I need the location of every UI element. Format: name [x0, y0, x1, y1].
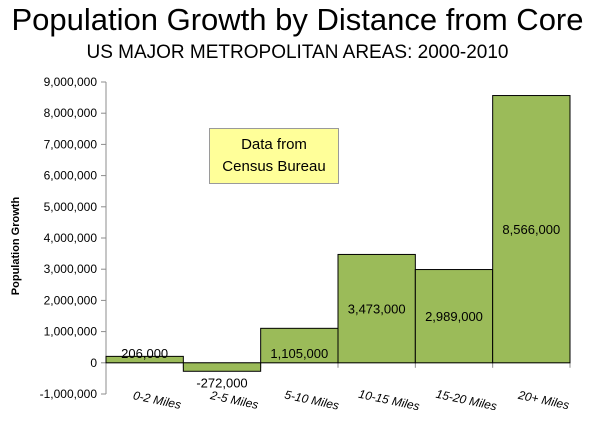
- y-tick-label: 5,000,000: [44, 200, 98, 214]
- annotation-line-1: Data from: [241, 136, 307, 153]
- data-label: 2,989,000: [425, 309, 483, 324]
- x-tick-label: 0-2 Miles: [132, 388, 183, 412]
- y-tick-label: 8,000,000: [44, 106, 98, 120]
- y-axis-label: Population Growth: [10, 196, 22, 296]
- y-tick-label: 4,000,000: [44, 231, 98, 245]
- chart-subtitle: US MAJOR METROPOLITAN AREAS: 2000-2010: [86, 42, 509, 63]
- bar-0: [105, 355, 184, 364]
- x-tick-label: 2-5 Miles: [208, 388, 260, 412]
- x-tick-label: 5-10 Miles: [283, 387, 340, 412]
- y-tick-label: 0: [90, 356, 97, 370]
- annotation-line-2: Census Bureau: [222, 158, 326, 175]
- bar-4: [414, 269, 494, 364]
- y-tick-label: 7,000,000: [44, 137, 98, 151]
- bars: [105, 95, 571, 372]
- bar-3: [337, 253, 416, 364]
- y-tick-label: 2,000,000: [44, 293, 98, 307]
- y-tick-label: 9,000,000: [44, 75, 98, 89]
- y-tick-label: 1,000,000: [44, 325, 98, 339]
- x-tick-label: 10-15 Miles: [357, 387, 421, 414]
- x-tick-label: 20+ Miles: [516, 388, 570, 413]
- data-labels: 206,000 -272,000 1,105,000 3,473,000 2,989,0…: [121, 222, 560, 390]
- y-tick-label: -1,000,000: [40, 387, 98, 401]
- data-label: -272,000: [196, 375, 247, 390]
- data-label: 3,473,000: [348, 302, 406, 317]
- bar-2: [260, 327, 339, 364]
- data-label: 206,000: [121, 346, 168, 361]
- data-label: 8,566,000: [502, 222, 560, 237]
- chart-title: Population Growth by Distance from Core: [11, 2, 584, 37]
- y-tick-label: 3,000,000: [44, 262, 98, 276]
- y-tick-label: 6,000,000: [44, 169, 98, 183]
- bar-5: [492, 95, 571, 364]
- annotation-box: Data from Census Bureau: [209, 128, 339, 184]
- x-tick-label: 15-20 Miles: [435, 387, 499, 414]
- bar-1: [182, 362, 262, 372]
- data-label: 1,105,000: [270, 346, 328, 361]
